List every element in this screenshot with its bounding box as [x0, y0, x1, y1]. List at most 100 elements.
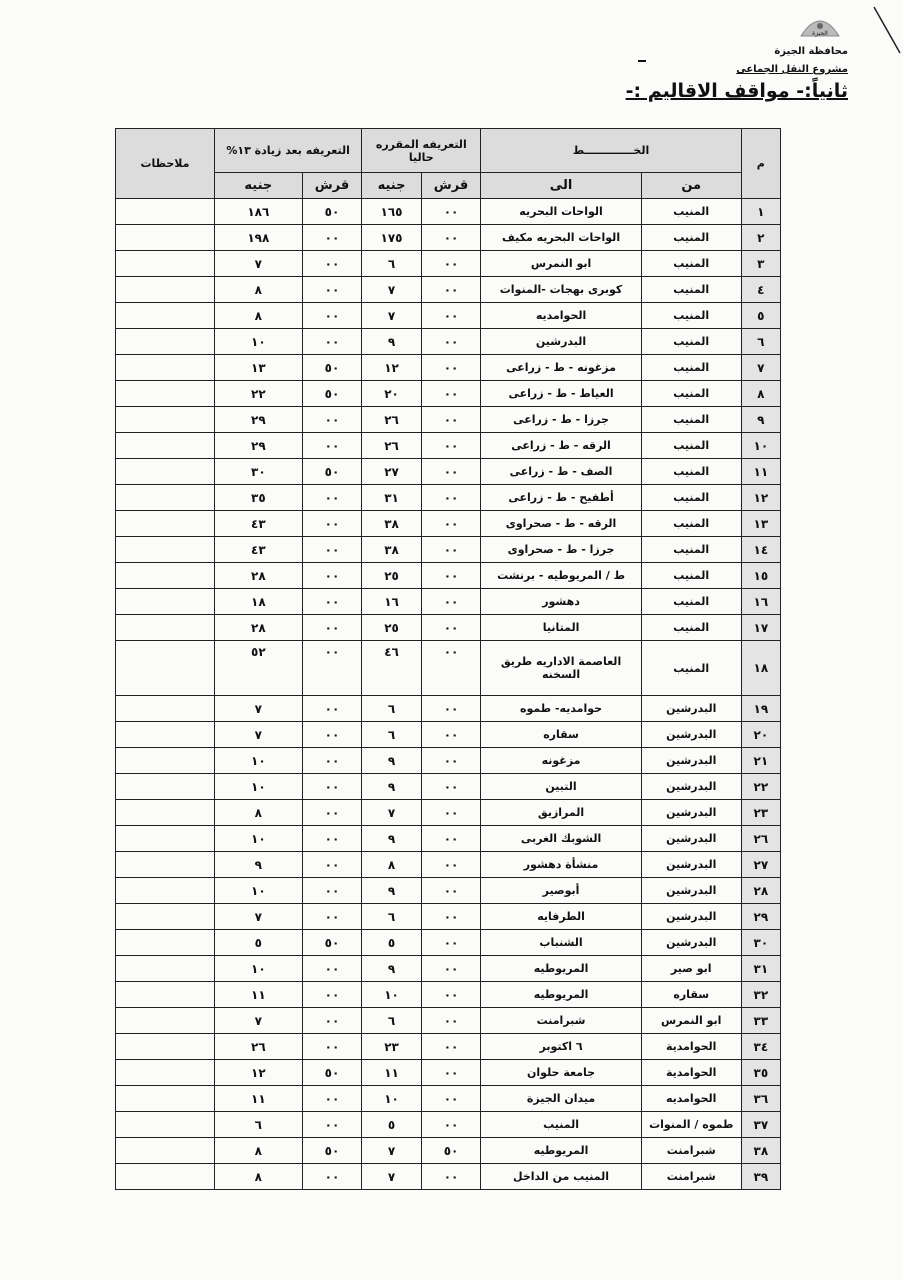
current-pound-cell: ٢٥: [361, 562, 422, 589]
new-piaster-cell: ٥٠: [301, 458, 363, 485]
header-number: م: [740, 128, 782, 199]
new-piaster-cell: ٠٠: [301, 1163, 363, 1190]
new-piaster-cell: ٠٠: [301, 614, 363, 641]
notes-cell: [115, 484, 215, 511]
current-pound-cell: ١٠: [361, 1085, 422, 1112]
new-piaster-cell: ٠٠: [301, 432, 363, 459]
from-cell: المنيب: [640, 328, 742, 355]
header-new-fare: التعريفه بعد زيادة ١٣%: [213, 128, 363, 173]
notes-cell: [115, 929, 215, 956]
notes-cell: [115, 851, 215, 878]
current-pound-cell: ٣١: [361, 484, 422, 511]
from-cell: المنيب: [640, 458, 742, 485]
table-row: ٣ المنيب ابو النمرس ٠٠ ٦ ٠٠ ٧: [115, 250, 782, 277]
from-cell: البدرشين: [640, 877, 742, 904]
notes-cell: [115, 799, 215, 826]
notes-cell: [115, 536, 215, 563]
new-pound-cell: ٧: [213, 695, 303, 722]
row-number: ٣٨: [740, 1137, 782, 1164]
notes-cell: [115, 354, 215, 381]
table-row: ١٩ البدرشين حوامديه- طموه ٠٠ ٦ ٠٠ ٧: [115, 695, 782, 722]
current-piaster-cell: ٠٠: [420, 877, 482, 904]
current-pound-cell: ٢٧: [361, 458, 422, 485]
from-cell: البدرشين: [640, 721, 742, 748]
notes-cell: [115, 773, 215, 800]
table-row: ٣٩ شبرامنت المنيب من الداخل ٠٠ ٧ ٠٠ ٨: [115, 1163, 782, 1190]
current-pound-cell: ٩: [361, 825, 422, 852]
new-piaster-cell: ٥٠: [301, 929, 363, 956]
notes-cell: [115, 510, 215, 537]
notes-cell: [115, 458, 215, 485]
table-row: ٢٩ البدرشين الطرفايه ٠٠ ٦ ٠٠ ٧: [115, 903, 782, 930]
notes-cell: [115, 1007, 215, 1034]
to-cell: الصف - ط - زراعى: [480, 458, 642, 485]
to-cell: ٦ اكتوبر: [480, 1033, 642, 1060]
table-row: ٧ المنيب مزغونه - ط - زراعى ٠٠ ١٢ ٥٠ ١٣: [115, 354, 782, 381]
from-cell: المنيب: [640, 536, 742, 563]
new-pound-cell: ٨: [213, 799, 303, 826]
notes-cell: [115, 1059, 215, 1086]
new-piaster-cell: ٠٠: [301, 721, 363, 748]
new-piaster-cell: ٠٠: [301, 588, 363, 615]
from-cell: الحوامديه: [640, 1085, 742, 1112]
current-piaster-cell: ٠٠: [420, 484, 482, 511]
from-cell: المنيب: [640, 354, 742, 381]
row-number: ٢٨: [740, 877, 782, 904]
table-row: ٣٧ طموه / المنوات المنيب ٠٠ ٥ ٠٠ ٦: [115, 1111, 782, 1138]
row-number: ١٠: [740, 432, 782, 459]
current-piaster-cell: ٠٠: [420, 981, 482, 1008]
table-row: ٣٠ البدرشين الشنباب ٠٠ ٥ ٥٠ ٥: [115, 929, 782, 956]
current-pound-cell: ٨: [361, 851, 422, 878]
dash-mark: [638, 60, 646, 62]
to-cell: منشأة دهشور: [480, 851, 642, 878]
current-piaster-cell: ٠٠: [420, 955, 482, 982]
current-pound-cell: ٩: [361, 328, 422, 355]
new-piaster-cell: ٠٠: [301, 510, 363, 537]
new-pound-cell: ٨: [213, 1137, 303, 1164]
row-number: ١٣: [740, 510, 782, 537]
from-cell: البدرشين: [640, 799, 742, 826]
from-cell: ابو النمرس: [640, 1007, 742, 1034]
from-cell: المنيب: [640, 484, 742, 511]
new-pound-cell: ١١: [213, 1085, 303, 1112]
to-cell: ط / المريوطيه - برنشت: [480, 562, 642, 589]
to-cell: الشنباب: [480, 929, 642, 956]
notes-cell: [115, 198, 215, 225]
new-pound-cell: ١١: [213, 981, 303, 1008]
table-row: ٣٦ الحوامديه ميدان الجيزة ٠٠ ١٠ ٠٠ ١١: [115, 1085, 782, 1112]
row-number: ٣٩: [740, 1163, 782, 1190]
current-piaster-cell: ٠٠: [420, 276, 482, 303]
row-number: ٣٣: [740, 1007, 782, 1034]
from-cell: المنيب: [640, 510, 742, 537]
current-piaster-cell: ٠٠: [420, 903, 482, 930]
row-number: ٣: [740, 250, 782, 277]
to-cell: أطفيح - ط - زراعى: [480, 484, 642, 511]
row-number: ٥: [740, 302, 782, 329]
new-piaster-cell: ٥٠: [301, 1137, 363, 1164]
row-number: ١٢: [740, 484, 782, 511]
current-piaster-cell: ٠٠: [420, 1007, 482, 1034]
current-pound-cell: ١٢: [361, 354, 422, 381]
table-row: ٣٣ ابو النمرس شبرامنت ٠٠ ٦ ٠٠ ٧: [115, 1007, 782, 1034]
to-cell: شبرامنت: [480, 1007, 642, 1034]
table-row: ١٧ المنيب المتانيا ٠٠ ٢٥ ٠٠ ٢٨: [115, 614, 782, 641]
current-pound-cell: ٢٠: [361, 380, 422, 407]
row-number: ٢٦: [740, 825, 782, 852]
new-pound-cell: ٢٩: [213, 406, 303, 433]
new-piaster-cell: ٠٠: [301, 773, 363, 800]
table-row: ٨ المنيب العياط - ط - زراعى ٠٠ ٢٠ ٥٠ ٢٢: [115, 380, 782, 407]
table-row: ١٠ المنيب الرقه - ط - زراعى ٠٠ ٢٦ ٠٠ ٢٩: [115, 432, 782, 459]
current-piaster-cell: ٠٠: [420, 640, 482, 696]
from-cell: المنيب: [640, 276, 742, 303]
notes-cell: [115, 1137, 215, 1164]
from-cell: البدرشين: [640, 747, 742, 774]
notes-cell: [115, 562, 215, 589]
from-cell: البدرشين: [640, 903, 742, 930]
new-pound-cell: ٣٥: [213, 484, 303, 511]
row-number: ١١: [740, 458, 782, 485]
new-pound-cell: ٧: [213, 250, 303, 277]
current-piaster-cell: ٠٠: [420, 721, 482, 748]
row-number: ٢١: [740, 747, 782, 774]
notes-cell: [115, 406, 215, 433]
table-row: ٦ المنيب البدرشين ٠٠ ٩ ٠٠ ١٠: [115, 328, 782, 355]
